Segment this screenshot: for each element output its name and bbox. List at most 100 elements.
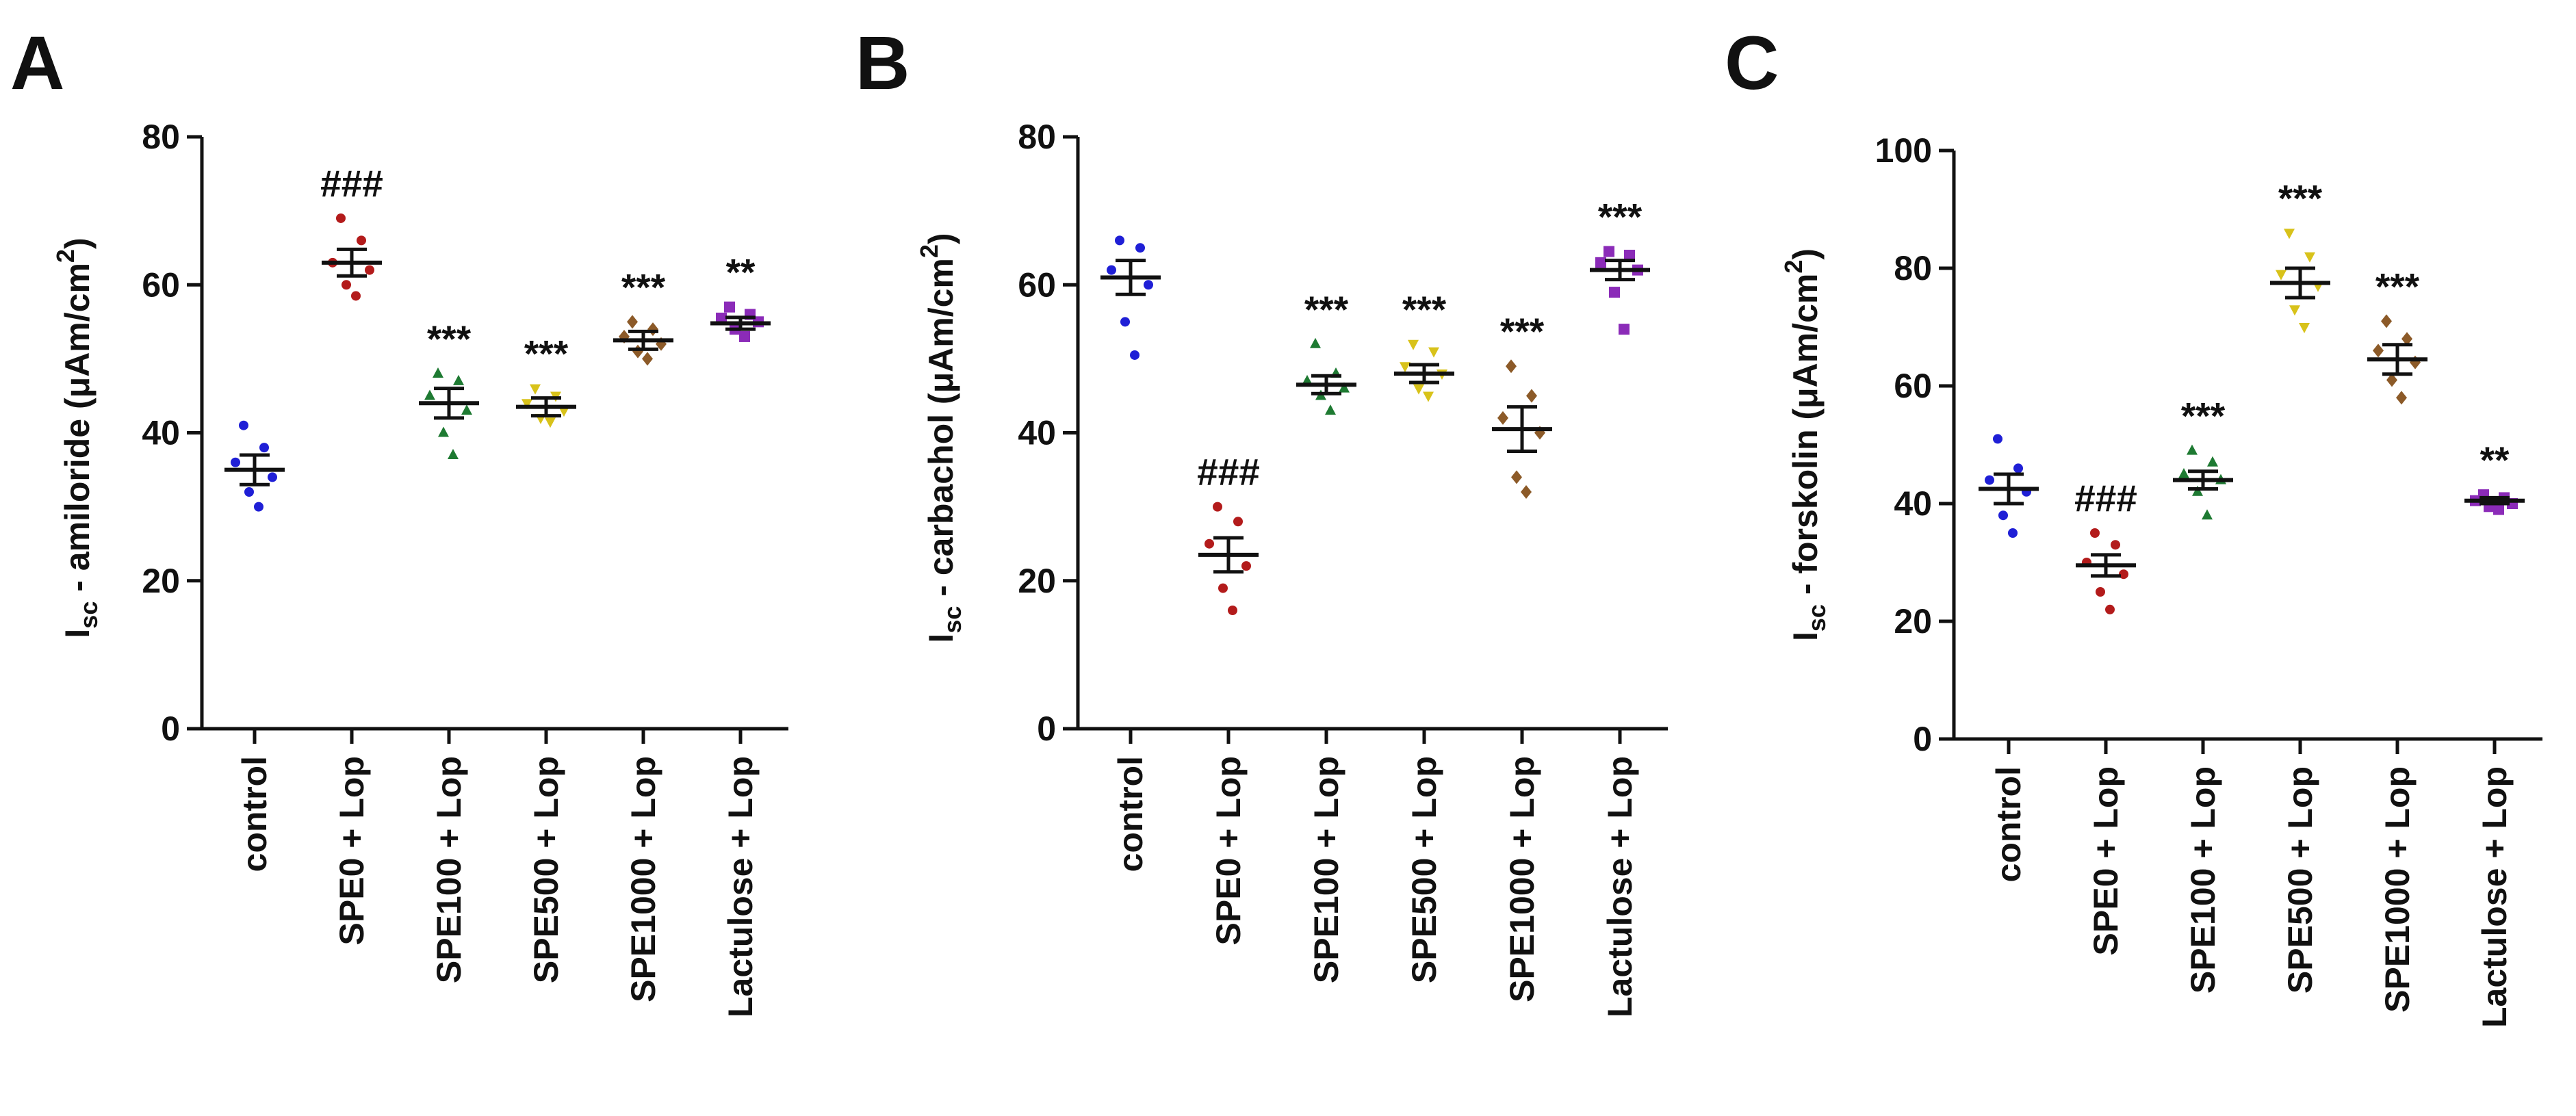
data-point — [1595, 257, 1606, 268]
data-point — [336, 213, 346, 223]
data-point — [453, 374, 464, 385]
y-axis-label-main: I — [1786, 632, 1825, 641]
data-point — [448, 448, 459, 459]
data-point — [1400, 362, 1411, 373]
significance-label: *** — [1304, 288, 1349, 330]
x-tick-label: control — [235, 756, 274, 872]
y-tick-label: 40 — [1018, 414, 1056, 452]
data-point — [1310, 337, 1321, 348]
x-tick-label: SPE1000 + Lop — [1503, 756, 1541, 1002]
x-tick-label: SPE1000 + Lop — [2378, 766, 2417, 1013]
x-tick-label: Lactulose + Lop — [2475, 766, 2514, 1028]
y-tick-label: 20 — [1894, 602, 1932, 640]
data-point — [716, 312, 727, 324]
data-point — [724, 301, 735, 313]
significance-label: ** — [726, 251, 756, 294]
data-point — [1115, 235, 1124, 246]
significance-label: ** — [2480, 439, 2510, 481]
x-tick-label: SPE0 + Lop — [2087, 766, 2125, 955]
data-point — [2178, 468, 2189, 478]
y-tick-label: 40 — [142, 414, 180, 452]
panel-letter: C — [1725, 21, 1779, 105]
significance-label: *** — [2375, 265, 2420, 307]
y-tick-label: 80 — [1018, 118, 1056, 156]
y-tick-label: 0 — [161, 710, 180, 748]
data-point — [2119, 569, 2128, 580]
data-point — [2373, 343, 2384, 358]
significance-label: *** — [2278, 177, 2323, 219]
x-tick-label: SPE500 + Lop — [527, 756, 565, 983]
data-point — [2386, 373, 2397, 387]
data-point — [1144, 280, 1153, 290]
data-point — [268, 472, 277, 482]
y-axis-label-end: ) — [1786, 248, 1825, 260]
data-point — [1506, 359, 1517, 374]
data-point — [1609, 287, 1620, 298]
data-point — [1213, 502, 1222, 512]
data-point — [342, 280, 351, 290]
y-tick-label: 0 — [1037, 710, 1056, 748]
significance-label: *** — [524, 333, 569, 375]
data-point — [1233, 517, 1243, 527]
panel-letter: B — [855, 21, 910, 105]
panel-c: C Isc - forskolin (μAm/cm2) 0 20 40 60 80 100… — [1725, 21, 2542, 1028]
data-point — [2299, 323, 2310, 333]
data-point — [1135, 243, 1145, 253]
data-point — [1413, 384, 1424, 395]
y-axis-label-main: I — [922, 634, 960, 643]
data-point — [1107, 265, 1116, 275]
data-point — [357, 235, 366, 246]
y-axis-label-rest: - forskolin (μAm/cm — [1786, 274, 1825, 604]
y-axis-label-sup: 2 — [1779, 260, 1807, 274]
data-point — [1339, 382, 1350, 393]
y-axis-label-end: ) — [922, 233, 960, 244]
data-point — [2304, 252, 2315, 263]
panel-letter: A — [10, 21, 64, 105]
data-point — [1241, 561, 1251, 571]
y-tick-label: 80 — [142, 118, 180, 156]
data-point — [2401, 332, 2412, 346]
significance-label: *** — [1402, 288, 1447, 330]
data-point — [1603, 246, 1614, 257]
data-point — [1993, 434, 2002, 444]
data-point — [558, 406, 569, 417]
data-point — [2202, 509, 2213, 520]
panel-a: A Isc - amiloride (μAm/cm2) 0 20 40 60 80 con… — [10, 21, 788, 1017]
y-tick-label: 0 — [1913, 720, 1932, 758]
y-axis-label-sub: sc — [1803, 604, 1831, 632]
data-point — [433, 367, 443, 378]
data-point — [2187, 444, 2198, 455]
data-point — [2396, 391, 2407, 405]
x-tick-label: Lactulose + Lop — [1601, 756, 1639, 1017]
data-point — [438, 426, 449, 437]
data-point — [1497, 411, 1508, 425]
data-point — [2381, 314, 2392, 328]
data-point — [351, 291, 361, 301]
data-point — [2111, 540, 2120, 550]
y-axis-label-sup: 2 — [51, 249, 79, 263]
y-tick-label: 20 — [142, 562, 180, 600]
data-point — [1619, 324, 1630, 335]
y-axis-label: Isc - forskolin (μAm/cm2) — [1779, 248, 1831, 641]
data-point — [1511, 470, 1522, 484]
y-tick-label: 60 — [142, 265, 180, 304]
data-point — [1302, 374, 1313, 385]
data-point — [1218, 583, 1228, 593]
data-point — [424, 389, 435, 400]
data-point — [1526, 389, 1537, 403]
data-point — [545, 417, 556, 428]
y-tick-label: 20 — [1018, 562, 1056, 600]
data-point — [1130, 350, 1139, 360]
data-point — [647, 322, 658, 337]
data-point — [530, 384, 541, 395]
data-point — [254, 502, 263, 512]
y-axis-label-end: ) — [58, 237, 96, 249]
y-tick-label: 80 — [1894, 249, 1932, 287]
data-point — [2284, 229, 2295, 239]
data-point — [2105, 604, 2115, 614]
y-axis-label-rest: - carbachol (μAm/cm — [922, 258, 960, 606]
x-tick-label: SPE100 + Lop — [430, 756, 468, 983]
x-tick-label: SPE500 + Lop — [1405, 756, 1443, 983]
data-point — [2013, 463, 2023, 473]
